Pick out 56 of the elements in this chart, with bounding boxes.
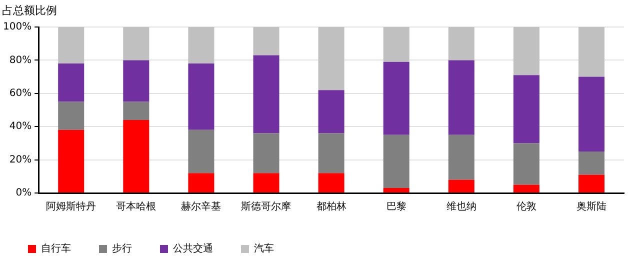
legend-label: 公共交通	[173, 242, 213, 255]
bar	[58, 64, 84, 102]
bar	[253, 133, 280, 174]
y-tick-label: 40%	[9, 121, 32, 132]
bar	[123, 60, 150, 102]
bar	[253, 173, 280, 192]
x-tick-label: 斯德哥尔摩	[241, 200, 292, 213]
y-tick-label: 60%	[9, 88, 32, 99]
bar	[318, 173, 344, 192]
bar	[188, 130, 214, 174]
bar	[513, 184, 540, 192]
bar	[383, 188, 410, 192]
bar	[123, 120, 150, 192]
legend-label: 汽车	[254, 242, 274, 255]
bar	[188, 173, 214, 192]
bar	[513, 143, 540, 185]
y-tick-label: 0%	[16, 188, 32, 199]
y-tick-label: 100%	[2, 22, 32, 33]
bar	[253, 27, 280, 56]
legend-label: 自行车	[41, 242, 71, 255]
y-tick-label: 80%	[9, 54, 32, 66]
bar	[383, 27, 410, 62]
bar	[513, 27, 540, 76]
bar	[383, 62, 410, 135]
bar	[448, 60, 474, 135]
bar	[578, 152, 604, 175]
bar	[383, 134, 410, 188]
bar	[318, 133, 344, 174]
bar	[58, 102, 84, 130]
bar	[448, 27, 474, 60]
bar	[123, 27, 150, 60]
x-tick-label: 赫尔辛基	[181, 200, 222, 213]
x-tick-label: 维也纳	[446, 200, 476, 213]
y-tick-label: 20%	[9, 154, 32, 166]
bar	[123, 102, 150, 120]
bar	[578, 27, 604, 77]
bar	[188, 64, 214, 130]
bar	[578, 76, 604, 152]
bar	[318, 27, 344, 90]
legend-label: 步行	[112, 242, 132, 255]
x-tick-label: 哥本哈根	[116, 200, 156, 213]
x-tick-label: 伦敦	[516, 200, 536, 213]
bar	[253, 55, 280, 134]
bar	[318, 90, 344, 134]
bar	[58, 27, 84, 64]
y-axis-title: 占总额比例	[2, 3, 57, 18]
x-tick-label: 巴黎	[386, 200, 406, 213]
bar	[448, 180, 474, 192]
bar	[513, 75, 540, 144]
x-tick-label: 都柏林	[316, 200, 346, 213]
x-tick-label: 奥斯陆	[576, 200, 606, 213]
bar	[448, 134, 474, 180]
bar	[578, 174, 604, 192]
bar	[188, 27, 214, 64]
bar	[58, 130, 84, 192]
x-tick-label: 阿姆斯特丹	[46, 200, 96, 213]
